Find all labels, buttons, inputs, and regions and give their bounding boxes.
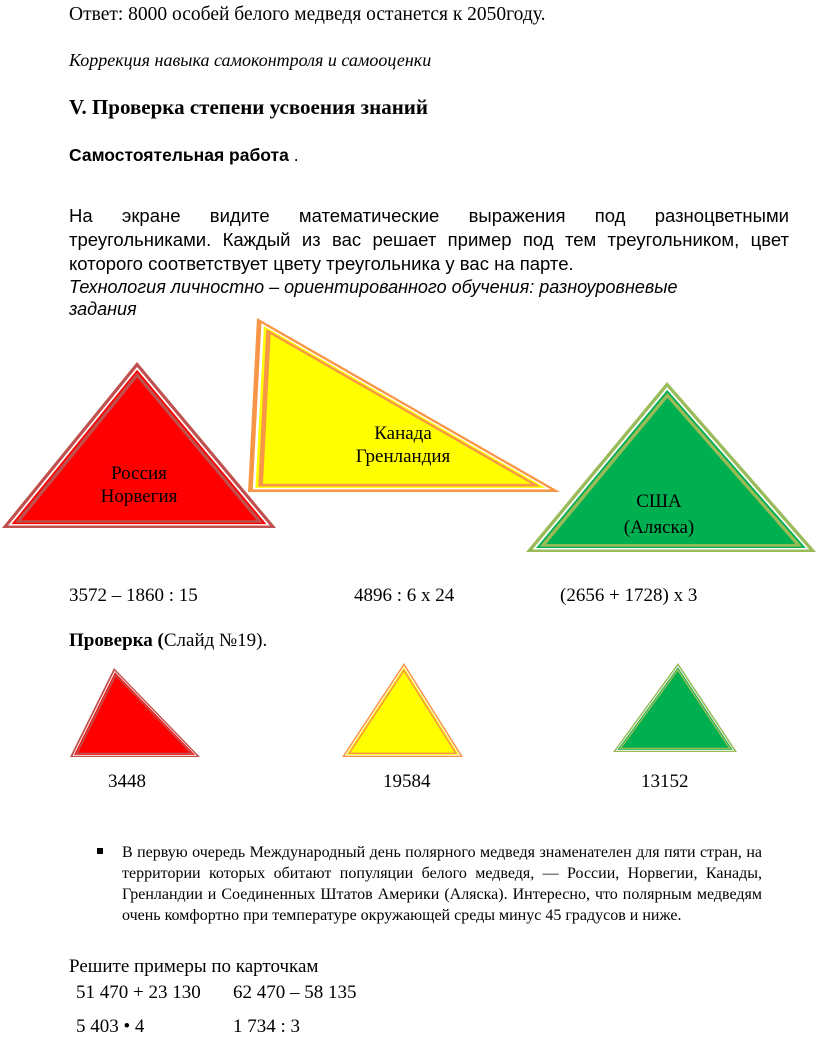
triangle-layer (78, 676, 190, 753)
answer-green: 13152 (641, 771, 689, 792)
bullet-paragraph: В первую очередь Международный день поля… (122, 844, 762, 924)
technology-text: Технология личностно – ориентированного … (69, 277, 678, 319)
triangle-label-1: США (636, 491, 682, 512)
card-expression: 62 470 – 58 135 (233, 982, 357, 1003)
triangle-layer (621, 671, 729, 748)
triangle-label-2: (Аляска) (623, 517, 695, 538)
check-label: Проверка ( (69, 630, 164, 651)
correction-text: Коррекция навыка самоконтроля и самооцен… (69, 50, 432, 70)
bullet-icon (97, 848, 103, 854)
large-triangle (526, 382, 816, 552)
card-expression: 1 734 : 3 (233, 1016, 301, 1037)
task-paragraph: На экране видите математические выражени… (69, 205, 789, 274)
triangle-layer (350, 671, 455, 753)
cards-title: Решите примеры по карточкам (69, 956, 319, 977)
card-expression: 5 403 • 4 (76, 1016, 145, 1037)
expression-green: (2656 + 1728) х 3 (560, 585, 698, 606)
small-triangle (70, 668, 200, 757)
triangle-label-1: Канада (374, 423, 432, 444)
large-triangle (2, 362, 276, 528)
triangle-layer (21, 377, 257, 521)
card-expression: 51 470 + 23 130 (76, 982, 201, 1003)
triangle-label-2: Гренландия (355, 446, 451, 467)
independent-work-dot: . (288, 145, 299, 165)
large-triangle (248, 318, 560, 492)
answer-yellow: 19584 (383, 771, 431, 792)
triangle-layer (263, 334, 532, 484)
triangle-label-1: Россия (111, 463, 167, 484)
small-triangle (342, 663, 463, 757)
section-title: V. Проверка степени усвоения знаний (69, 95, 428, 119)
answer-red: 3448 (108, 771, 146, 792)
independent-work-label: Самостоятельная работа (69, 145, 289, 165)
small-triangle (613, 663, 737, 752)
answer-text: Ответ: 8000 особей белого медведя остане… (69, 4, 546, 25)
triangle-layer (546, 397, 796, 545)
triangle-label-2: Норвегия (100, 486, 178, 507)
check-slide: Слайд №19). (163, 630, 268, 651)
expression-red: 3572 – 1860 : 15 (69, 585, 198, 606)
expression-yellow: 4896 : 6 х 24 (354, 585, 455, 606)
